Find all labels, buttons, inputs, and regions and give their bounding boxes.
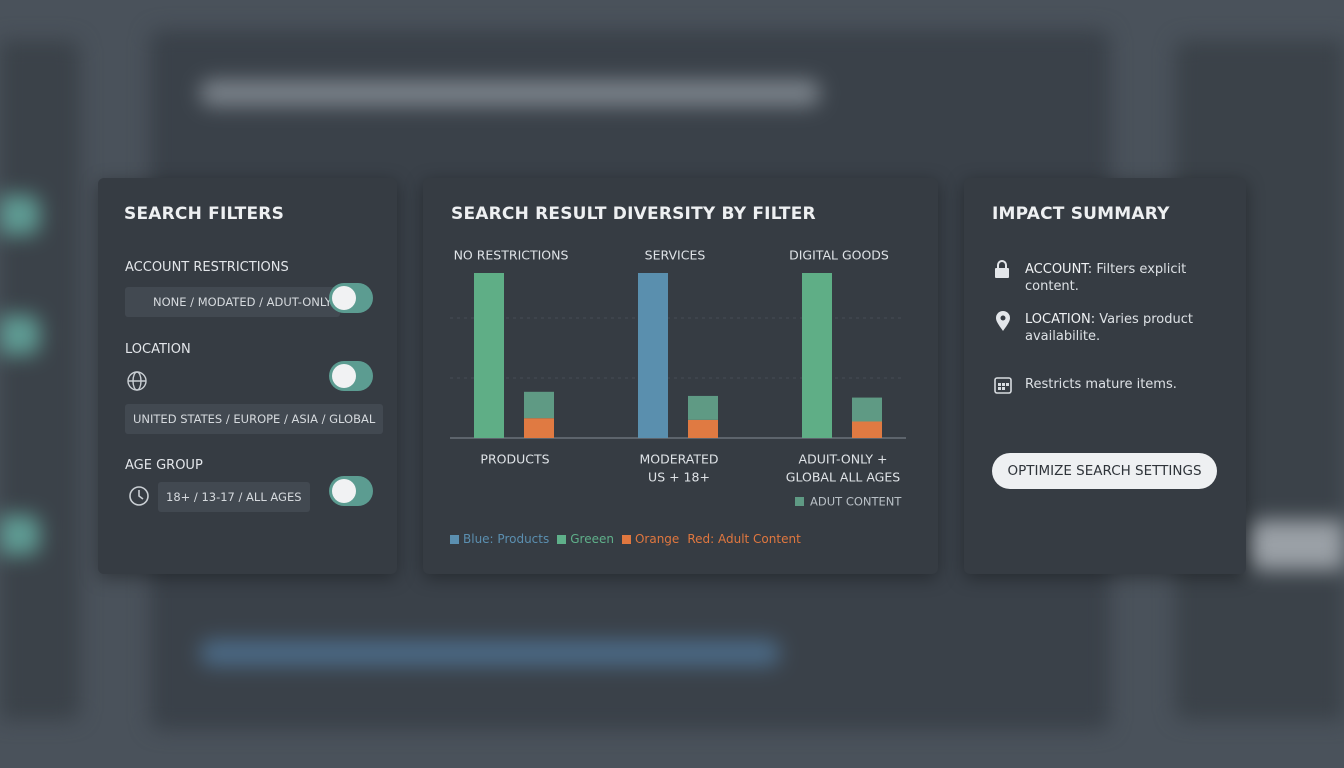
optimize-button[interactable]: OPTIMIZE SEARCH SETTINGS [992, 453, 1217, 489]
group-label: NO RESTRICTIONS [454, 248, 569, 263]
bar-segment [688, 419, 718, 438]
x-tick-label: MODERATED [639, 452, 718, 467]
summary-text: Restricts mature items. [1025, 377, 1177, 392]
legend-item: Red: Adult Content [687, 532, 800, 546]
legend-swatch [450, 534, 459, 544]
legend-text: Orange [634, 532, 680, 546]
legend-item: Greeen [557, 532, 614, 546]
x-tick-label: PRODUCTS [480, 452, 549, 467]
x-tick-label: ADUIT-ONLY + [799, 452, 888, 467]
legend-text: Greeen [570, 532, 614, 546]
pin-icon [996, 311, 1010, 331]
bar-segment [852, 397, 882, 422]
filter-options[interactable]: 18+ / 13-17 / ALL AGES [158, 482, 310, 512]
filters-panel: SEARCH FILTERS ACCOUNT RESTRICTIONS NONE… [98, 178, 397, 574]
bar-segment [524, 418, 554, 438]
summary-panel: IMPACT SUMMARY ACCOUNT: Filters explicit… [964, 178, 1246, 574]
filter-options[interactable]: NONE / MODATED / ADUT-ONLY [125, 287, 340, 317]
x-tick-label: US + 18+ [648, 470, 710, 485]
calendar-icon [994, 377, 1012, 394]
toggle[interactable] [329, 476, 373, 506]
bar [802, 273, 832, 438]
chart-title: SEARCH RESULT DIVERSITY BY FILTER [451, 204, 816, 224]
legend-item: Orange [621, 532, 680, 546]
x-tick-label: GLOBAL ALL AGES [786, 470, 900, 485]
toggle[interactable] [329, 283, 373, 313]
bar [638, 273, 668, 438]
globe-icon [127, 371, 147, 391]
lock-icon [995, 260, 1009, 278]
legend-text: Blue: Products [463, 532, 550, 546]
panel-title: IMPACT SUMMARY [992, 204, 1170, 224]
legend-text: Red: Adult Content [687, 532, 801, 546]
filter-options[interactable]: UNITED STATES / EUROPE / ASIA / GLOBAL [125, 404, 384, 434]
legend-swatch [621, 534, 631, 544]
filter-label: AGE GROUP [125, 458, 203, 473]
toggle[interactable] [329, 361, 373, 391]
legend-item: Blue: Products [450, 532, 549, 546]
bar-segment [688, 395, 718, 420]
group-label: SERVICES [645, 248, 706, 263]
bar [474, 273, 504, 438]
panel-title: SEARCH FILTERS [124, 204, 285, 224]
group-label: DIGITAL GOODS [789, 248, 889, 263]
legend-swatch [557, 534, 567, 544]
decor-grid [450, 317, 905, 379]
bar-segment [524, 391, 554, 419]
summary-key: LOCATION: [1025, 312, 1096, 327]
chart-panel: SEARCH RESULT DIVERSITY BY FILTER Blue: … [423, 178, 938, 574]
summary-item: ACCOUNT: Filters explicit content. [1025, 261, 1235, 295]
filter-label: ACCOUNT RESTRICTIONS [125, 260, 289, 275]
legend-label: ADUT CONTENT [810, 495, 902, 509]
summary-text: Filters explicit content. [1025, 262, 1187, 294]
legend-swatch [795, 497, 804, 506]
clock-icon [129, 486, 149, 506]
summary-key: ACCOUNT: [1025, 262, 1093, 277]
filter-label: LOCATION [125, 342, 191, 357]
summary-text: Varies product availabilite. [1025, 312, 1193, 344]
summary-item: LOCATION: Varies product availabilite. [1025, 311, 1235, 345]
bar-segment [852, 421, 882, 438]
legend: Blue: Products Greeen Orange Red: Adult Con… [450, 532, 801, 546]
